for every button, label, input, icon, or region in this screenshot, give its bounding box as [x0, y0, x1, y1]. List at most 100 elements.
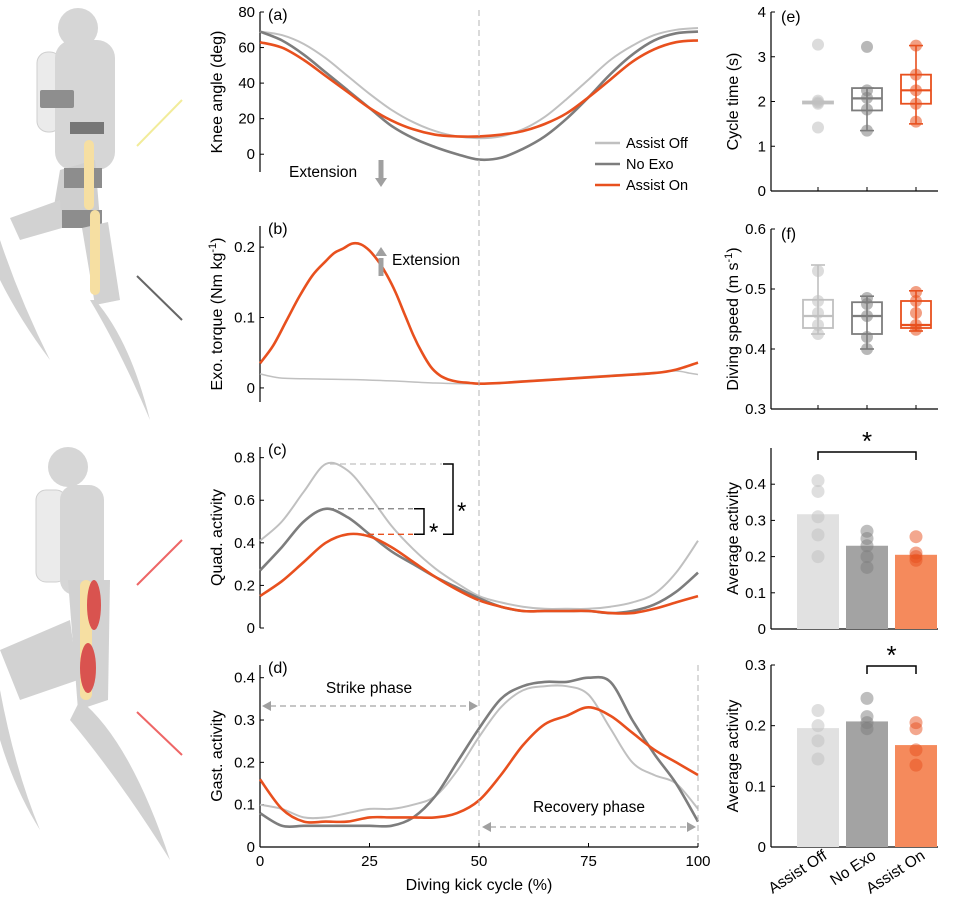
shared-x-axis: 0 25 50 75 100 Diving kick cycle (%) — [256, 843, 711, 894]
y-tick-label: 60 — [238, 40, 255, 57]
y-axis-label: Cycle time (s) — [725, 53, 742, 151]
y-tick-label: 80 — [238, 4, 255, 21]
legend-label-no-exo: No Exo — [626, 157, 674, 173]
data-point-assist-on — [909, 758, 923, 772]
y-tick-label: 0.3 — [234, 712, 255, 729]
box-no-exo — [851, 301, 883, 335]
strike-phase-label: Strike phase — [326, 680, 412, 697]
data-point-assist-off — [811, 528, 825, 542]
y-axis-label: Knee angle (deg) — [209, 31, 226, 154]
data-point-assist-off — [811, 550, 825, 564]
y-tick-label: 0.3 — [745, 657, 766, 674]
data-point-assist-off — [811, 752, 825, 766]
y-axis-label-sup: -1 — [723, 253, 735, 263]
y-tick-label: 0.6 — [234, 492, 255, 509]
significance-star: * — [429, 519, 438, 546]
y-tick-label: 0.2 — [745, 549, 766, 566]
significance-bracket-inner — [414, 508, 425, 536]
y-tick-label: 3 — [758, 49, 766, 66]
box-assist-off — [802, 298, 834, 329]
bar-assist-off — [797, 728, 839, 847]
quad-activity-panel: 0 0.2 0.4 0.6 0.8 Quad. activity (c) * * — [209, 442, 699, 637]
y-tick-label: 0.1 — [745, 778, 766, 795]
y-tick-label: 0.3 — [745, 512, 766, 529]
series-line-assist-off — [259, 461, 699, 610]
panel-tag: (f) — [781, 226, 796, 243]
strike-phase-arrow-head — [469, 701, 478, 711]
y-tick-label: 0 — [247, 380, 255, 397]
data-point-no-exo — [860, 560, 874, 574]
y-axis-label-end: ) — [725, 247, 742, 252]
y-tick-label: 0.4 — [234, 535, 255, 552]
exo-torque-panel: 0 0.1 0.2 Exo. torque (Nm kg-1) (b) Extension — [207, 221, 699, 402]
data-point-no-exo — [860, 539, 874, 553]
gast-average-bars: 0 0.1 0.2 0.3 Average activity * — [725, 640, 938, 856]
panel-tag: (b) — [268, 221, 288, 238]
y-tick-label: 0.4 — [745, 341, 766, 358]
data-point-no-exo — [860, 722, 874, 736]
y-axis-label-text: Diving speed (m s — [725, 263, 742, 391]
y-tick-label: 0.8 — [234, 450, 255, 467]
panel-tag: (d) — [268, 660, 288, 677]
recovery-phase-arrow-head — [687, 822, 696, 832]
data-point-assist-off — [811, 734, 825, 748]
data-point-assist-off — [811, 704, 825, 717]
y-tick-label: 0.2 — [234, 754, 255, 771]
x-tick-label: 50 — [471, 853, 488, 870]
y-tick-label: 0.2 — [234, 577, 255, 594]
diver-muscles-illustration-icon — [0, 447, 183, 860]
x-tick-label: 0 — [256, 853, 264, 870]
data-point-assist-on — [909, 553, 923, 567]
recovery-phase-arrow-head — [482, 822, 491, 832]
knee-angle-panel: 0 20 40 60 80 Knee angle (deg) (a) Assist Off No… — [209, 4, 699, 194]
y-axis-label-sup: -1 — [207, 243, 219, 253]
y-tick-label: 2 — [758, 94, 766, 111]
extension-arrow-head — [375, 178, 387, 187]
panel-tag: (e) — [781, 9, 801, 26]
box-assist-on — [900, 73, 932, 105]
category-label-assist-off: Assist Off — [766, 847, 831, 898]
significance-star: * — [886, 640, 896, 670]
y-axis-label: Diving speed (m s-1) — [723, 247, 742, 390]
recovery-phase-label: Recovery phase — [533, 799, 645, 816]
legend-label-assist-on: Assist On — [626, 178, 688, 194]
extension-annotation: Extension — [289, 164, 357, 181]
y-axis-label-end: ) — [209, 238, 226, 243]
data-point-assist-off — [811, 719, 825, 733]
legend-label-assist-off: Assist Off — [626, 136, 689, 152]
y-tick-label: 0 — [758, 839, 766, 856]
box-assist-on — [900, 300, 932, 329]
y-tick-label: 20 — [238, 111, 255, 128]
data-point-assist-off — [812, 38, 824, 51]
x-tick-label: 75 — [580, 853, 597, 870]
x-tick-label: 25 — [361, 853, 378, 870]
y-axis-label-text: Average activity — [725, 482, 742, 595]
y-axis-label: Average activity — [725, 482, 742, 595]
bar-no-exo — [846, 721, 888, 847]
panel-tag: (c) — [268, 442, 287, 459]
y-axis-label: Gast. activity — [209, 710, 226, 802]
x-tick-label: 100 — [685, 853, 710, 870]
y-tick-label: 1 — [758, 138, 766, 155]
y-axis-label-text: Average activity — [725, 700, 742, 813]
y-tick-label: 0.4 — [745, 476, 766, 493]
strike-phase-arrow-head — [262, 701, 271, 711]
significance-star: * — [457, 498, 466, 525]
series-line-assist-off — [259, 27, 699, 140]
y-tick-label: 0 — [758, 183, 766, 200]
y-tick-label: 4 — [758, 4, 766, 21]
data-point-assist-off — [811, 484, 825, 498]
y-axis-label-text: Exo. torque (Nm kg — [209, 253, 226, 391]
y-axis-label-text: Gast. activity — [209, 710, 226, 802]
significance-bracket — [866, 665, 917, 674]
y-tick-label: 0 — [247, 620, 255, 637]
y-axis-label-text: Cycle time (s) — [725, 53, 742, 151]
extension-annotation: Extension — [392, 252, 460, 269]
series-line-no-exo — [259, 30, 699, 162]
data-point-no-exo — [860, 550, 874, 564]
y-tick-label: 0.2 — [745, 718, 766, 735]
